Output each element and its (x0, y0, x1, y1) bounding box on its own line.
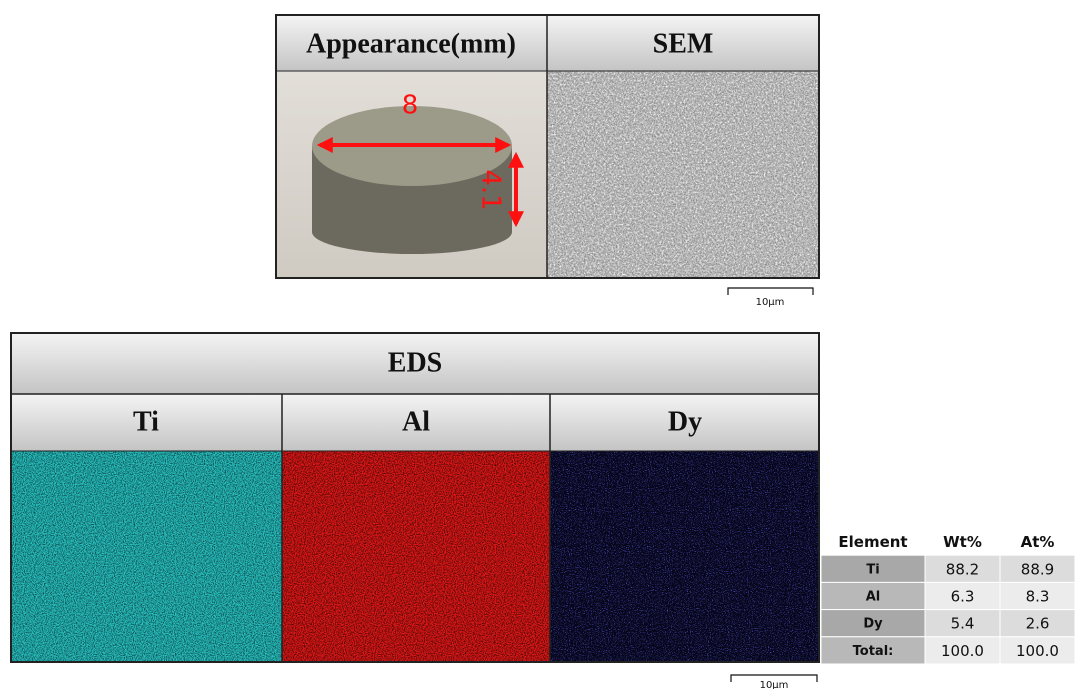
scale-bar-label: 10μm (760, 680, 789, 689)
sem-texture (547, 71, 819, 278)
top-panel: Appearance(mm) SEM 8 4.1 10μm (276, 15, 819, 308)
eds-panel: EDS Ti Al Dy 10μm (11, 333, 819, 689)
diameter-label: 8 (402, 91, 419, 121)
table-value: 2.6 (1026, 615, 1050, 633)
element-name: Dy (863, 617, 883, 632)
scale-bar-label: 10μm (756, 297, 785, 308)
element-header: Dy (668, 406, 702, 437)
table-value: 6.3 (951, 588, 975, 606)
table-value: 100.0 (1016, 642, 1059, 660)
composition-table: Element Wt% At% Ti 88.2 88.9 Al 6.3 8.3 Dy 5.4 2.6 T… (821, 528, 1075, 664)
table-value: 100.0 (941, 642, 984, 660)
element-header: Ti (133, 406, 159, 437)
height-label: 4.1 (476, 169, 506, 210)
eds-header: EDS (388, 347, 442, 378)
scale-bar (728, 288, 813, 295)
table-value: 88.9 (1021, 560, 1054, 578)
appearance-header: Appearance(mm) (306, 28, 516, 59)
element-name: Al (866, 590, 881, 605)
table-header: Element (838, 533, 907, 551)
sem-header: SEM (653, 28, 714, 59)
table-value: 8.3 (1026, 588, 1050, 606)
table-value: 88.2 (946, 560, 979, 578)
element-name: Total: (853, 644, 894, 659)
table-header: At% (1021, 533, 1055, 551)
table-header: Wt% (943, 533, 982, 551)
map-texture (282, 451, 550, 662)
map-texture (11, 451, 282, 662)
map-texture (550, 451, 819, 662)
element-header: Al (402, 406, 430, 437)
table-value: 5.4 (951, 615, 975, 633)
element-name: Ti (866, 562, 879, 577)
figure: Appearance(mm) SEM 8 4.1 10μm EDS Ti Al … (0, 0, 1077, 689)
